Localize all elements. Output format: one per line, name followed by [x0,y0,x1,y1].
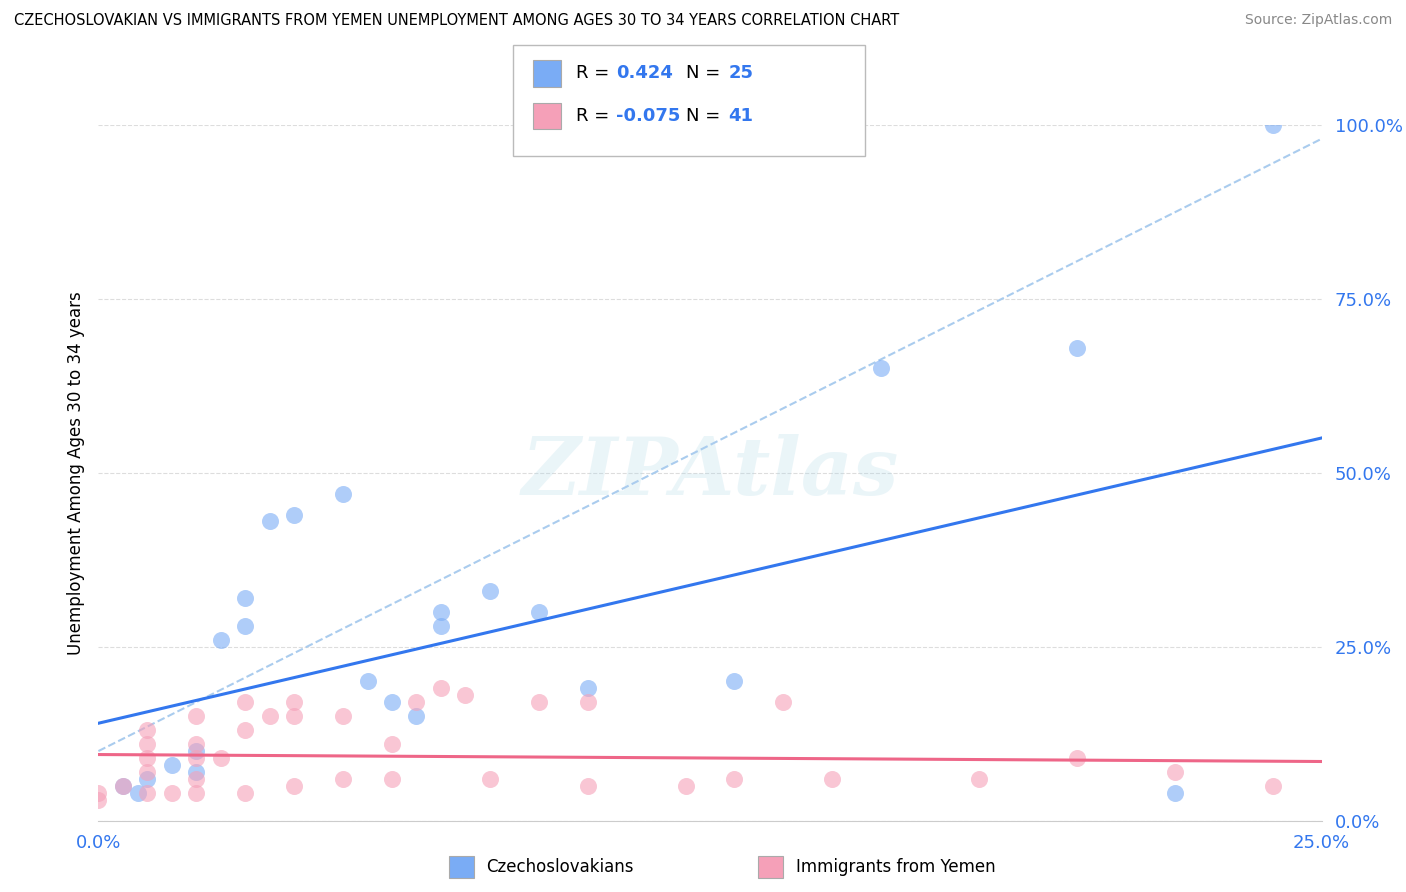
Point [87,793,110,807]
Point [723,674,745,689]
Point [259,709,281,723]
Point [136,737,159,751]
Text: Source: ZipAtlas.com: Source: ZipAtlas.com [1244,13,1392,28]
Point [160,786,183,800]
Point [136,772,159,786]
Point [576,779,599,793]
Point [405,695,427,709]
Point [283,709,305,723]
Point [209,751,232,765]
Text: ZIPAtlas: ZIPAtlas [522,434,898,511]
Point [1164,786,1187,800]
Point [186,709,208,723]
Point [772,695,794,709]
Text: Immigrants from Yemen: Immigrants from Yemen [796,858,995,876]
Point [1066,341,1088,355]
Point [454,689,477,703]
Point [1164,764,1187,779]
Point [136,786,159,800]
Point [111,779,134,793]
Point [478,772,501,786]
Point [967,772,990,786]
Point [160,758,183,772]
Point [283,508,305,522]
Point [186,737,208,751]
Point [233,695,256,709]
Text: R =: R = [576,64,616,82]
Point [136,764,159,779]
Point [1066,751,1088,765]
Point [233,786,256,800]
Point [576,695,599,709]
Text: 41: 41 [728,107,754,125]
Point [186,786,208,800]
Point [478,584,501,599]
Point [332,772,354,786]
Point [332,486,354,500]
Point [1261,118,1284,132]
Point [233,723,256,738]
Point [405,709,427,723]
Point [332,709,354,723]
Text: R =: R = [576,107,616,125]
Point [527,605,550,619]
Point [576,681,599,696]
Point [870,361,893,376]
Point [1261,779,1284,793]
Point [527,695,550,709]
Point [186,744,208,758]
Point [233,619,256,633]
Point [821,772,844,786]
Point [209,632,232,647]
Point [283,695,305,709]
Point [723,772,745,786]
Point [136,751,159,765]
Point [87,786,110,800]
Point [136,723,159,738]
Text: CZECHOSLOVAKIAN VS IMMIGRANTS FROM YEMEN UNEMPLOYMENT AMONG AGES 30 TO 34 YEARS : CZECHOSLOVAKIAN VS IMMIGRANTS FROM YEMEN… [14,13,900,29]
Point [381,695,404,709]
Point [259,515,281,529]
Point [381,772,404,786]
Point [430,605,453,619]
Text: Czechoslovakians: Czechoslovakians [486,858,634,876]
Point [283,779,305,793]
Point [356,674,378,689]
Point [127,786,149,800]
Point [430,619,453,633]
Text: N =: N = [686,107,725,125]
Text: 25: 25 [728,64,754,82]
Point [111,779,134,793]
Point [186,764,208,779]
Point [675,779,697,793]
Point [186,751,208,765]
Text: 0.424: 0.424 [616,64,672,82]
Point [186,772,208,786]
Point [381,737,404,751]
Point [430,681,453,696]
Text: N =: N = [686,64,725,82]
Y-axis label: Unemployment Among Ages 30 to 34 years: Unemployment Among Ages 30 to 34 years [66,291,84,655]
Text: -0.075: -0.075 [616,107,681,125]
Point [233,591,256,605]
